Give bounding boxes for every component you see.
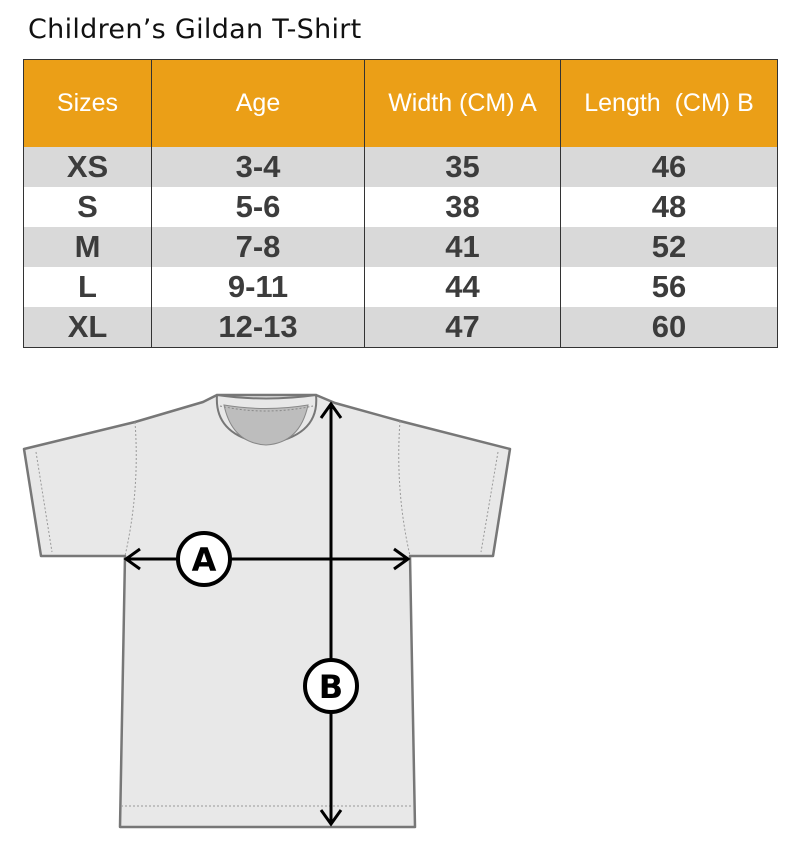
- cell-length: 46: [560, 147, 778, 187]
- size-table: Sizes Age Width (CM) A Length (CM) B XS …: [23, 59, 778, 348]
- cell-width: 47: [364, 307, 561, 348]
- cell-size: XL: [23, 307, 152, 348]
- header-age: Age: [151, 59, 365, 147]
- cell-width: 44: [364, 267, 561, 307]
- cell-length: 52: [560, 227, 778, 267]
- cell-size: L: [23, 267, 152, 307]
- cell-age: 7-8: [151, 227, 365, 267]
- table-row: XS 3-4 35 46: [23, 147, 778, 187]
- cell-age: 12-13: [151, 307, 365, 348]
- cell-age: 3-4: [151, 147, 365, 187]
- header-length: Length (CM) B: [560, 59, 778, 147]
- cell-length: 48: [560, 187, 778, 227]
- label-b: B: [319, 668, 343, 706]
- tshirt-outline: [22, 393, 512, 829]
- length-arrow-b: B: [303, 401, 359, 827]
- header-sizes: Sizes: [23, 59, 152, 147]
- cell-age: 9-11: [151, 267, 365, 307]
- chart-title: Children’s Gildan T-Shirt: [28, 14, 362, 45]
- label-a: A: [192, 541, 217, 579]
- cell-width: 41: [364, 227, 561, 267]
- label-b-circle: [303, 658, 359, 714]
- table-row: XL 12-13 47 60: [23, 307, 778, 348]
- table-row: M 7-8 41 52: [23, 227, 778, 267]
- cell-length: 60: [560, 307, 778, 348]
- header-width: Width (CM) A: [364, 59, 561, 147]
- cell-length: 56: [560, 267, 778, 307]
- width-arrow-a: A: [123, 531, 411, 587]
- table-header-row: Sizes Age Width (CM) A Length (CM) B: [23, 59, 778, 147]
- table-row: L 9-11 44 56: [23, 267, 778, 307]
- cell-width: 38: [364, 187, 561, 227]
- cell-size: S: [23, 187, 152, 227]
- cell-age: 5-6: [151, 187, 365, 227]
- cell-width: 35: [364, 147, 561, 187]
- table-row: S 5-6 38 48: [23, 187, 778, 227]
- cell-size: M: [23, 227, 152, 267]
- cell-size: XS: [23, 147, 152, 187]
- label-a-circle: [176, 531, 232, 587]
